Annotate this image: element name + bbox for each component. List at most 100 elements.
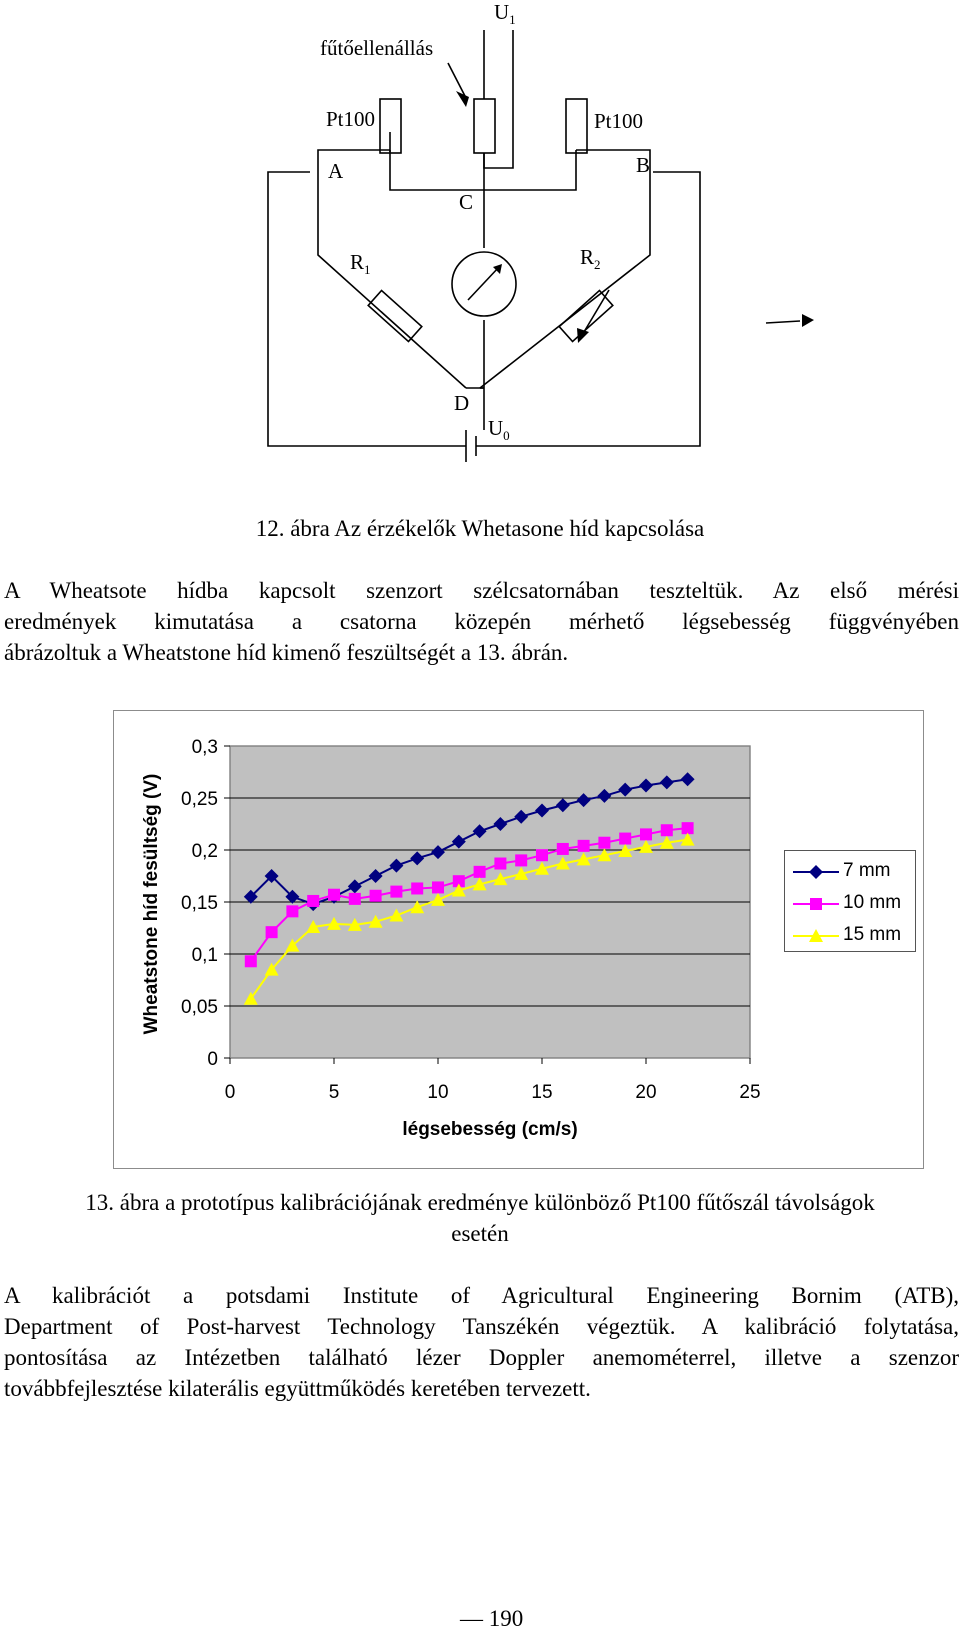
label-pt100-left: Pt100: [326, 107, 376, 131]
data-point: [514, 809, 529, 824]
paragraph-1-line: eredmények kimutatása a csatorna közepén…: [4, 609, 959, 634]
wire-node-a: [317, 149, 467, 389]
data-point: [451, 883, 466, 897]
data-point: [660, 824, 673, 837]
label-r2: R2: [580, 245, 601, 273]
label-pt100-right: Pt100: [594, 109, 644, 133]
x-tick-label: 15: [531, 1082, 552, 1103]
x-tick-label: 0: [225, 1082, 236, 1103]
paragraph-2-line: A kalibrációt a potsdami Institute of Ag…: [4, 1283, 959, 1308]
r2-variable-arrow: [580, 289, 610, 338]
figure12-caption: 12. ábra Az érzékelők Whetasone híd kapc…: [255, 516, 705, 541]
y-tick-label: 0,05: [181, 997, 218, 1018]
data-point: [327, 916, 341, 930]
label-node-b: B: [636, 153, 651, 177]
wire-node-c: [389, 150, 577, 191]
heater-pointer-arrow: [447, 62, 467, 99]
data-point: [347, 879, 362, 894]
paragraph-2-line: pontosítása az Intézetben található léze…: [4, 1345, 959, 1370]
label-node-a: A: [328, 159, 344, 183]
legend-label: 7 mm: [843, 860, 891, 881]
data-point: [472, 824, 487, 839]
x-tick-label: 5: [329, 1082, 340, 1103]
data-point: [598, 836, 611, 849]
label-u0-letter: U: [488, 416, 504, 440]
data-point: [536, 849, 548, 862]
label-node-c: C: [459, 190, 474, 214]
data-point: [368, 869, 383, 883]
data-point: [556, 842, 569, 855]
legend-item: 10 mm: [785, 889, 915, 919]
r1-resistor: [367, 289, 423, 343]
label-heater: fűtőellenállás: [320, 36, 434, 60]
x-axis-label: légsebesség (cm/s): [402, 1119, 577, 1140]
label-r1-letter: R: [350, 250, 365, 274]
paragraph-2: A kalibrációt a potsdami Institute of Ag…: [4, 1280, 959, 1404]
data-point: [243, 889, 258, 904]
data-point: [369, 889, 382, 902]
data-point: [389, 858, 404, 873]
label-r2-letter: R: [580, 245, 595, 269]
data-point: [639, 778, 653, 793]
data-point: [264, 962, 279, 976]
label-u0-sub: 0: [503, 428, 510, 444]
wire-outer: [267, 171, 466, 447]
data-point: [328, 888, 340, 901]
galvanometer-needle: [467, 266, 500, 301]
data-point: [411, 882, 424, 895]
data-point: [410, 851, 425, 866]
data-point: [597, 788, 612, 803]
data-point: [681, 822, 694, 835]
data-point: [431, 845, 445, 860]
page-number: — 190: [460, 1606, 523, 1632]
pt100-right-resistor: [565, 98, 588, 154]
data-point: [347, 917, 362, 931]
label-r1-sub: 1: [364, 262, 371, 278]
paragraph-2-line: Department of Post-harvest Technology Ta…: [4, 1314, 959, 1339]
paragraph-2-line: továbbfejlesztése kilaterális együttműkö…: [4, 1376, 591, 1401]
data-point: [597, 848, 612, 862]
data-point: [390, 885, 403, 898]
x-tick-label: 25: [739, 1082, 760, 1103]
data-point: [285, 938, 300, 952]
data-point: [285, 889, 300, 904]
data-point: [451, 834, 466, 849]
label-u1: U1: [494, 0, 516, 28]
data-point: [680, 832, 695, 846]
data-point: [472, 877, 487, 891]
label-u1-letter: U: [494, 0, 510, 24]
chart-legend: 7 mm 10 mm 15 mm: [784, 850, 916, 952]
data-point: [348, 892, 361, 905]
y-tick-label: 0,1: [192, 945, 218, 966]
page-number-dash: —: [460, 1606, 483, 1631]
data-point: [432, 881, 444, 894]
data-point: [493, 817, 508, 831]
y-axis-label: Wheatstone híd fesültség (V): [141, 774, 162, 1035]
data-point: [307, 894, 320, 907]
data-point: [555, 856, 570, 870]
data-point: [659, 775, 674, 790]
data-point: [640, 828, 652, 841]
data-point: [577, 839, 590, 852]
data-point: [515, 854, 528, 867]
data-point: [265, 926, 278, 939]
page-number-value: 190: [488, 1606, 524, 1631]
paragraph-1-line: ábrázoltuk a Wheatstone híd kimenő feszü…: [4, 640, 569, 665]
label-u1-sub: 1: [509, 12, 516, 28]
data-point: [264, 869, 279, 883]
series-line: [249, 827, 688, 962]
data-point: [618, 844, 633, 858]
paragraph-1-line: A Wheatsote hídba kapcsolt szenzort szél…: [4, 578, 959, 603]
x-tick-label: 10: [427, 1082, 448, 1103]
data-point: [410, 900, 425, 914]
figure13-caption-line1: 13. ábra a prototípus kalibrációjának er…: [85, 1190, 875, 1215]
series-line: [250, 778, 688, 906]
y-tick-label: 0,15: [181, 893, 218, 914]
data-point: [243, 991, 258, 1005]
y-tick-label: 0,2: [192, 841, 218, 862]
legend-label: 10 mm: [843, 892, 902, 913]
pt100-left-resistor: [379, 98, 402, 154]
x-tick-label: 20: [635, 1082, 656, 1103]
legend-label: 15 mm: [843, 924, 902, 945]
y-tick-label: 0,25: [181, 789, 218, 810]
